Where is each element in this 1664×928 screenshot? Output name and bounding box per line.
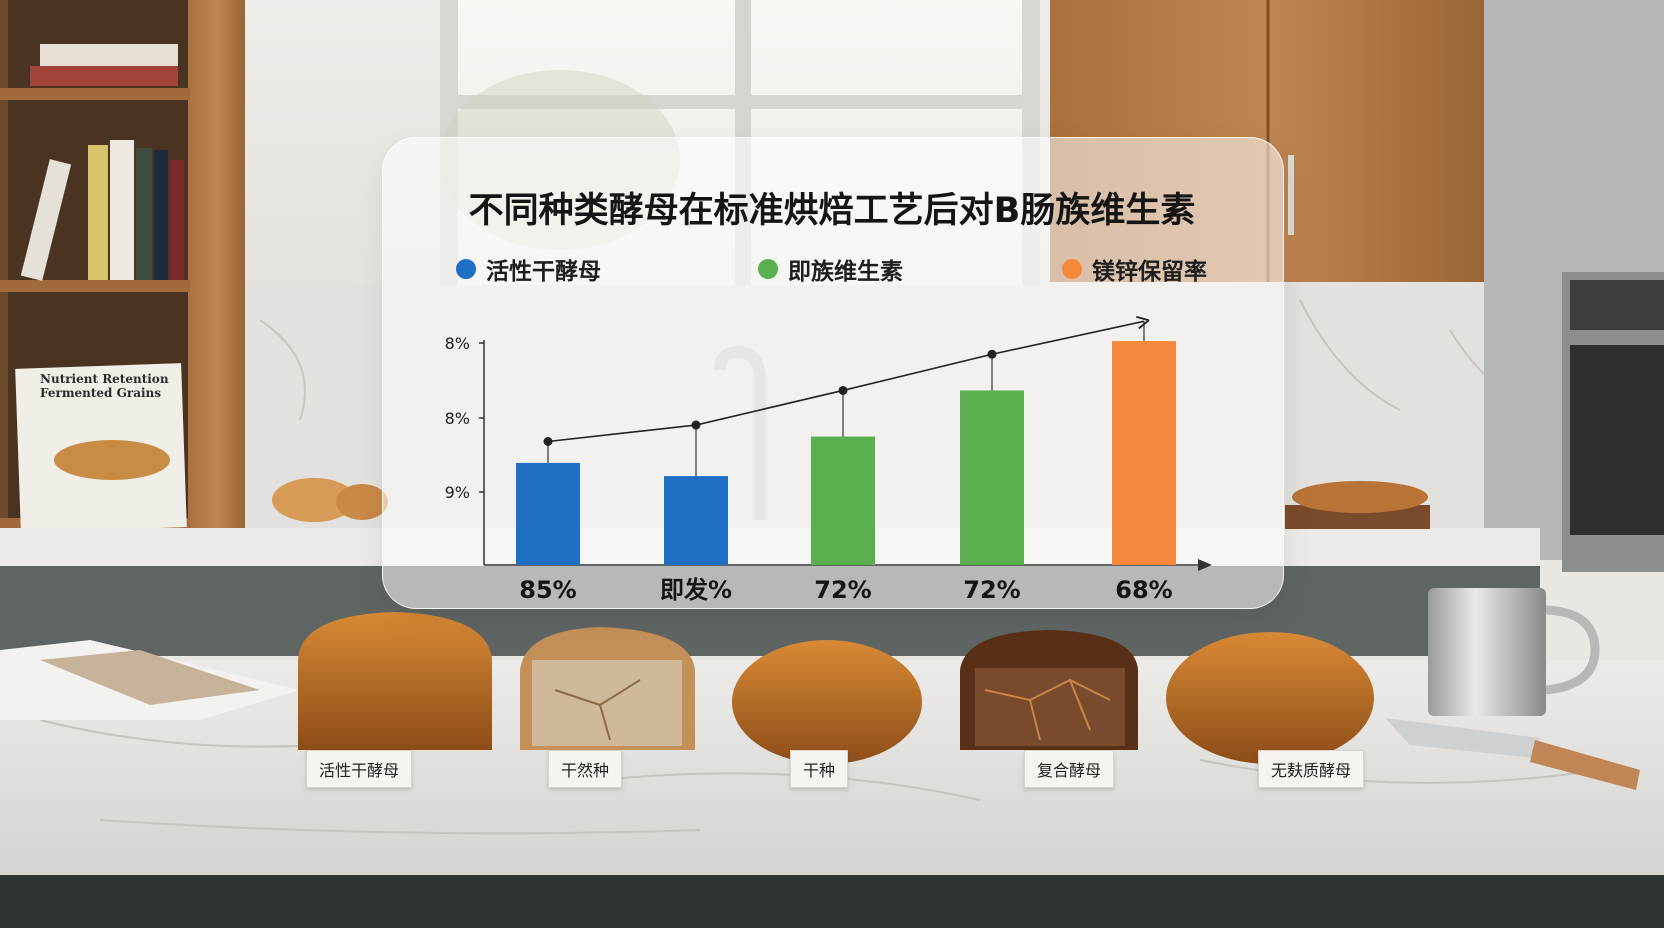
category-label: 85% xyxy=(519,576,576,604)
bar xyxy=(960,390,1024,565)
trend-point xyxy=(543,437,553,446)
chart-title: 不同种类酵母在标准烘焙工艺后对B肠族维生素 xyxy=(468,191,1196,231)
y-tick-label: 9% xyxy=(445,483,470,502)
bread-label-4: 复合酵母 xyxy=(1024,750,1115,788)
category-label: 即发% xyxy=(660,576,732,604)
legend-item-retention: 镁锌保留率 xyxy=(1062,252,1207,286)
x-axis-arrow xyxy=(1198,559,1212,571)
legend-label: 即族维生素 xyxy=(788,259,903,285)
trend-point xyxy=(691,420,701,430)
bread-label-5: 无麸质酵母 xyxy=(1258,750,1365,788)
category-label: 72% xyxy=(963,576,1020,604)
legend-item-vitamins: 即族维生素 xyxy=(758,252,903,286)
y-tick-label: 8% xyxy=(445,334,470,353)
legend-label: 活性干酵母 xyxy=(486,259,601,285)
legend-item-active-dry-yeast: 活性干酵母 xyxy=(456,252,601,286)
bar xyxy=(1112,341,1176,565)
category-label: 72% xyxy=(814,576,871,604)
book-cover-title: Nutrient Retention Fermented Grains xyxy=(40,372,169,400)
bar xyxy=(516,462,580,565)
bread-label-3: 干种 xyxy=(790,750,849,788)
bread-label-1: 活性干酵母 xyxy=(306,750,413,788)
legend-label: 镁锌保留率 xyxy=(1092,259,1207,285)
legend-dot-blue xyxy=(456,259,476,279)
legend-dot-orange xyxy=(1062,259,1082,279)
y-tick-label: 8% xyxy=(445,409,470,428)
trend-point xyxy=(987,349,997,359)
bar xyxy=(811,436,875,565)
bread-label-2: 干然种 xyxy=(548,750,623,788)
bar xyxy=(664,476,728,565)
trend-arrow-head xyxy=(1136,316,1150,330)
legend-dot-green xyxy=(758,259,778,279)
trend-point xyxy=(838,385,848,395)
trend-line xyxy=(547,320,1145,443)
category-label: 68% xyxy=(1115,576,1172,604)
